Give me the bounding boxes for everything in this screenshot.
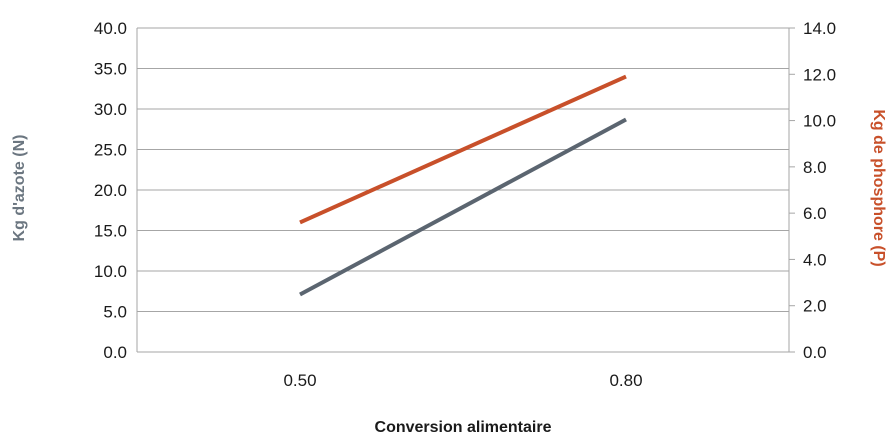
right-tick-label: 10.0 <box>803 112 836 131</box>
left-tick-label: 10.0 <box>94 262 127 281</box>
right-tick-label: 6.0 <box>803 204 827 223</box>
x-axis-ticks: 0.50 0.80 <box>283 371 642 390</box>
right-tick-label: 4.0 <box>803 250 827 269</box>
gridlines <box>136 27 790 353</box>
azote-series-line <box>299 117 627 297</box>
left-tick-label: 20.0 <box>94 181 127 200</box>
right-tick-label: 14.0 <box>803 19 836 38</box>
left-tick-label: 35.0 <box>94 60 127 79</box>
right-tick-label: 8.0 <box>803 158 827 177</box>
left-tick-label: 15.0 <box>94 222 127 241</box>
left-tick-label: 5.0 <box>103 303 127 322</box>
phosphore-series-line <box>299 74 627 225</box>
right-tick-label: 0.0 <box>803 343 827 362</box>
x-tick-label: 0.50 <box>283 371 316 390</box>
left-tick-label: 30.0 <box>94 100 127 119</box>
left-tick-label: 0.0 <box>103 343 127 362</box>
series-lines <box>299 74 627 297</box>
right-axis-ticks: 0.0 2.0 4.0 6.0 8.0 10.0 12.0 14.0 <box>789 19 836 362</box>
x-axis-title: Conversion alimentaire <box>375 419 552 436</box>
left-tick-label: 40.0 <box>94 19 127 38</box>
x-tick-label: 0.80 <box>609 371 642 390</box>
left-axis-ticks: 0.0 5.0 10.0 15.0 20.0 25.0 30.0 35.0 40.0 <box>94 19 127 362</box>
left-axis-title: Kg d'azote (N) <box>11 135 28 242</box>
left-tick-label: 25.0 <box>94 141 127 160</box>
right-axis-title: Kg de phosphore (P) <box>870 109 887 266</box>
right-tick-label: 12.0 <box>803 65 836 84</box>
right-tick-label: 2.0 <box>803 297 827 316</box>
